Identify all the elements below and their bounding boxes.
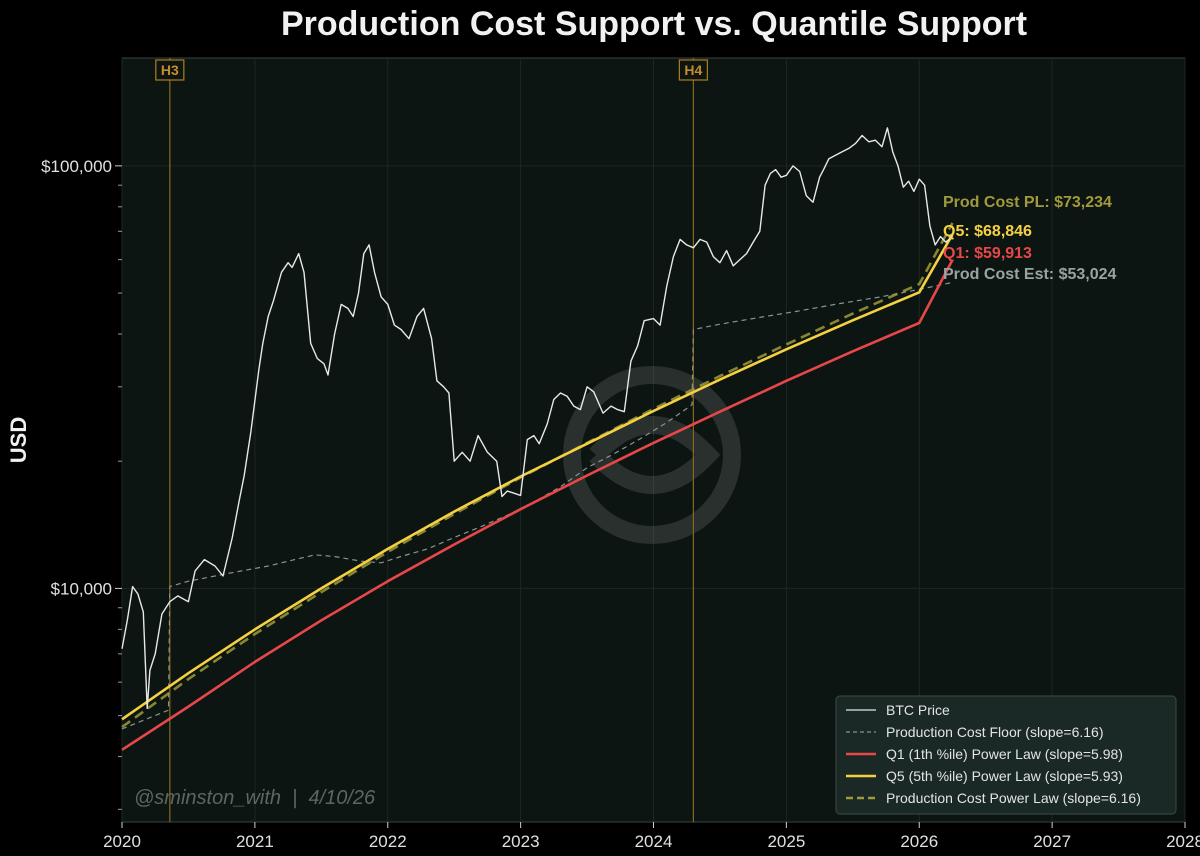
halving-label-h3: H3 (161, 62, 179, 78)
x-tick-label-2026: 2026 (900, 832, 938, 851)
legend-label-3: Q5 (5th %ile) Power Law (slope=5.93) (886, 768, 1123, 784)
legend: BTC Price Production Cost Floor (slope=6.… (835, 695, 1177, 815)
y-axis-label: USD (6, 417, 31, 463)
halving-box-h4 (678, 59, 708, 81)
halving-box-h3 (155, 59, 185, 81)
x-tick-label-2021: 2021 (236, 832, 274, 851)
x-tick-label-2023: 2023 (502, 832, 540, 851)
halving-label-h4: H4 (684, 62, 702, 78)
grid (121, 58, 1186, 822)
series (121, 127, 954, 751)
legend-box (835, 695, 1177, 815)
series-btc-price (121, 127, 953, 710)
end-label-0: Prod Cost PL: $73,234 (943, 194, 1112, 211)
halvings: H3 H4 (155, 58, 708, 822)
x-tick-label-2028: 2028 (1166, 832, 1200, 851)
x-tick-label-2027: 2027 (1033, 832, 1071, 851)
watermark-text: @sminston_with | 4/10/26 (134, 787, 376, 809)
end-labels: Prod Cost PL: $73,234 Q5: $68,846 Q1: $59,… (943, 194, 1117, 283)
watermark-logo-icon (563, 366, 741, 544)
end-label-1: Q5: $68,846 (943, 223, 1032, 240)
series-q5-5th-ile-power-law-slope-5-93 (121, 233, 954, 721)
chart-title: Production Cost Support vs. Quantile Sup… (281, 5, 1027, 43)
series-q1-1th-ile-power-law-slope-5-98 (121, 259, 954, 751)
y-tick-label-100000: $100,000 (41, 157, 112, 176)
legend-label-2: Q1 (1th %ile) Power Law (slope=5.98) (886, 746, 1123, 762)
y-tick-label-10000: $10,000 (51, 579, 112, 598)
axes: 2020 2021 2022 2023 2024 2025 2026 2027 2028 $10,… (41, 157, 1200, 851)
x-tick-label-2022: 2022 (369, 832, 407, 851)
end-label-3: Prod Cost Est: $53,024 (943, 266, 1117, 283)
legend-label-1: Production Cost Floor (slope=6.16) (886, 724, 1104, 740)
end-label-2: Q1: $59,913 (943, 245, 1032, 262)
x-tick-label-2024: 2024 (635, 832, 673, 851)
x-tick-label-2025: 2025 (767, 832, 805, 851)
x-tick-label-2020: 2020 (103, 832, 141, 851)
legend-label-0: BTC Price (886, 702, 950, 718)
legend-label-4: Production Cost Power Law (slope=6.16) (886, 790, 1141, 806)
